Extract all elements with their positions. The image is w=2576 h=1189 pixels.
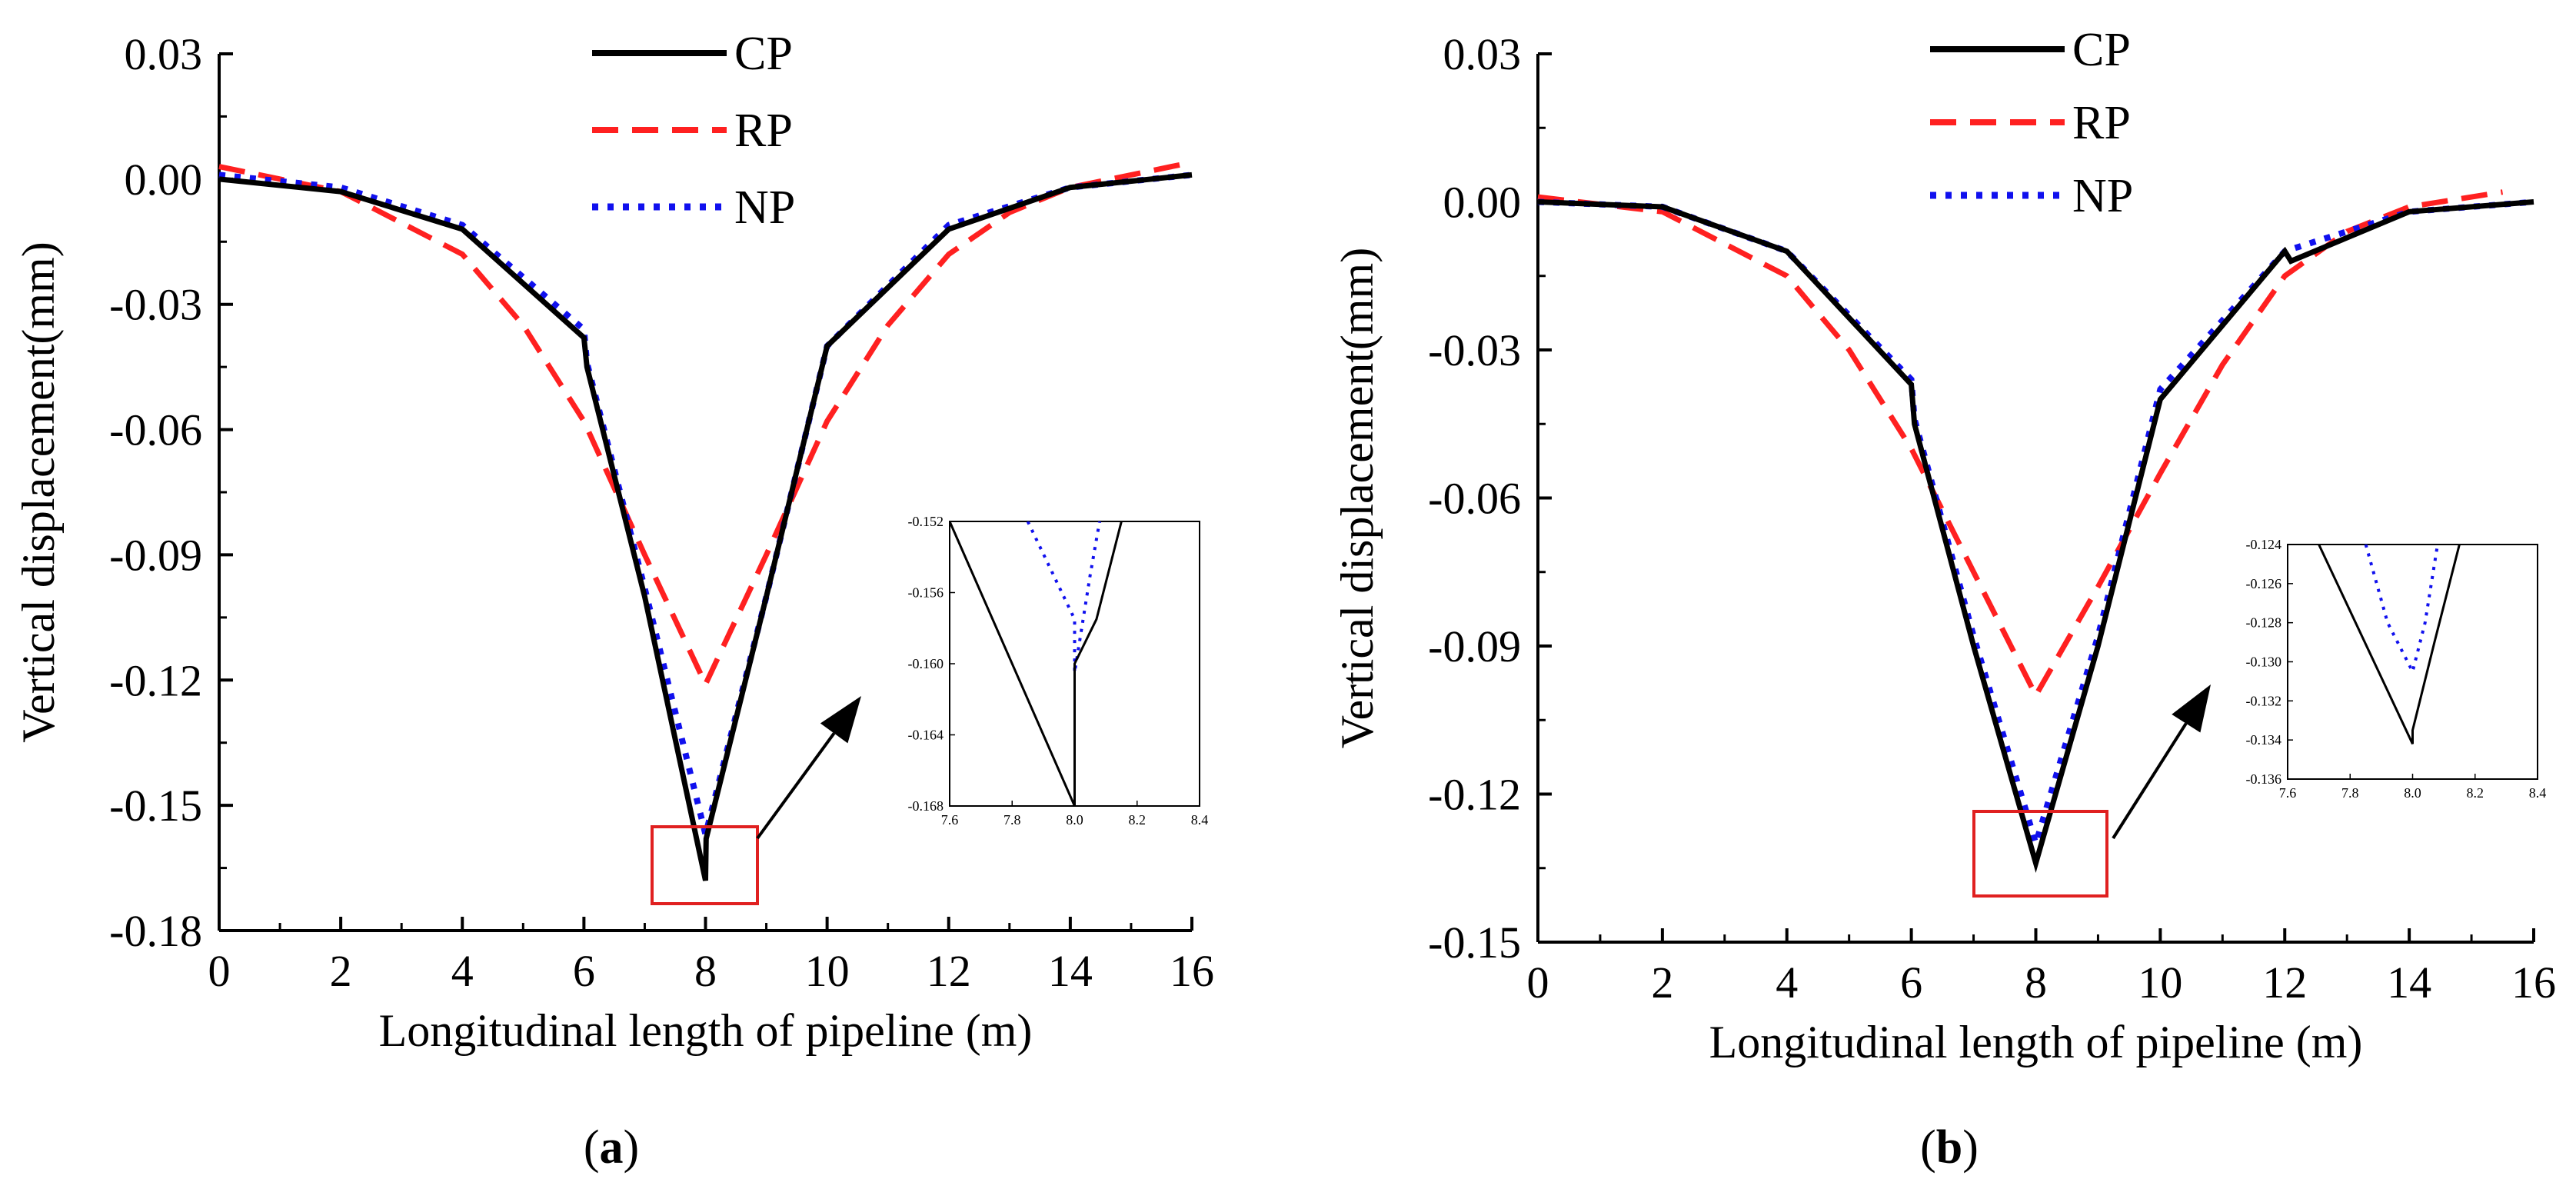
y-tick-label: -0.03 (1428, 325, 1521, 375)
zoom-highlight-box (651, 825, 759, 905)
x-tick-label: 10 (2138, 958, 2182, 1007)
inset-y-tick-label: -0.132 (2246, 693, 2282, 708)
inset-y-tick-label: -0.160 (908, 656, 944, 671)
x-tick-label: 12 (927, 946, 971, 996)
legend-label-np: NP (734, 182, 795, 234)
y-tick-label: -0.09 (109, 530, 202, 580)
inset-y-tick-label: -0.126 (2246, 576, 2282, 591)
y-tick-label: -0.09 (1428, 621, 1521, 671)
inset-y-tick-label: -0.164 (908, 728, 944, 743)
plot-b: 0 2 4 6 8 10 12 14 16 0.03 0.00 -0.03 -0.06 -0.09 -0.1… (1332, 24, 2556, 1067)
zoom-arrow-line (2112, 722, 2188, 840)
x-tick-label: 14 (1048, 946, 1093, 996)
panel-b-caption: (b) (1920, 1121, 1979, 1174)
y-tick-label: -0.18 (109, 906, 202, 956)
y-axis-label: Vertical displacement(mm) (13, 241, 64, 742)
inset-x-tick-label: 8.2 (1129, 812, 1147, 828)
x-tick-label: 0 (1527, 958, 1549, 1007)
x-tick-label: 2 (1651, 958, 1673, 1007)
series-cp-line (218, 172, 1193, 881)
plot-a: 0 2 4 6 8 10 12 14 16 0.03 0.00 -0.03 -0.06 -0.09 -0.1… (13, 28, 1214, 1056)
x-tick-label: 14 (2387, 958, 2431, 1007)
inset-x-tick-label: 7.6 (941, 812, 959, 828)
x-axis-label: Longitudinal length of pipeline (m) (379, 1005, 1033, 1056)
y-tick-label: 0.03 (125, 29, 203, 79)
zoom-highlight-box (1972, 810, 2108, 898)
inset-x-tick-label: 8.0 (2404, 785, 2421, 801)
legend-label-cp: CP (2072, 24, 2131, 76)
y-tick-label: -0.06 (1428, 474, 1521, 524)
zoom-arrow-head (2172, 684, 2211, 733)
legend-label-rp: RP (2072, 97, 2131, 149)
y-tick-label: -0.03 (109, 280, 202, 330)
y-tick-label: 0.00 (125, 155, 203, 205)
y-tick-label: 0.00 (1443, 178, 1522, 228)
y-tick-label: -0.15 (1428, 918, 1521, 968)
inset-y-tick-label: -0.168 (908, 798, 944, 814)
inset-x-tick-label: 8.0 (1066, 812, 1083, 828)
x-tick-label: 6 (573, 946, 595, 996)
inset-x-tick-label: 7.8 (2341, 785, 2359, 801)
panel-b-label: b (1936, 1121, 1962, 1174)
legend-label-cp: CP (734, 28, 793, 80)
x-tick-label: 12 (2262, 958, 2307, 1007)
panel-a-caption: (a) (584, 1121, 639, 1174)
inset-y-tick-label: -0.136 (2246, 771, 2282, 787)
inset-series-cp-line (2318, 545, 2461, 744)
x-tick-label: 16 (1170, 946, 1214, 996)
inset-x-tick-label: 7.6 (2279, 785, 2297, 801)
inset-y-tick-label: -0.134 (2246, 732, 2282, 748)
legend-label-np: NP (2072, 170, 2133, 222)
x-tick-label: 16 (2511, 958, 2556, 1007)
x-axis-label: Longitudinal length of pipeline (m) (1709, 1017, 2363, 1067)
inset-y-tick-label: -0.130 (2246, 654, 2282, 670)
inset-plot: 7.6 7.8 8.0 8.2 8.4 -0.124 -0.126 -0.128 -0.130 -… (2246, 537, 2547, 801)
panel-a-label: a (600, 1121, 624, 1174)
x-tick-label: 4 (1776, 958, 1798, 1007)
x-tick-label: 4 (451, 946, 474, 996)
inset-x-tick-label: 8.4 (1191, 812, 1209, 828)
inset-series-np-line (1026, 521, 1101, 673)
inset-y-tick-label: -0.128 (2246, 615, 2282, 631)
series-cp-line (1537, 199, 2534, 874)
inset-plot: 7.6 7.8 8.0 8.2 8.4 -0.152 -0.156 -0.160 -0.164 -… (908, 514, 1209, 828)
zoom-arrow-line (756, 732, 836, 840)
inset-y-tick-label: -0.156 (908, 585, 944, 601)
y-tick-label: -0.15 (109, 781, 202, 831)
inset-series-np-line (2364, 545, 2439, 676)
inset-y-tick-label: -0.124 (2246, 537, 2282, 552)
inset-series-group (950, 521, 1123, 806)
x-tick-label: 6 (1900, 958, 1922, 1007)
y-tick-label: -0.06 (109, 405, 202, 455)
panel-a: 0 2 4 6 8 10 12 14 16 0.03 0.00 -0.03 -0.06 -0.09 -0.1… (13, 28, 1214, 1174)
x-tick-label: 8 (694, 946, 717, 996)
y-tick-label: -0.12 (1428, 770, 1521, 820)
inset-x-tick-label: 8.4 (2529, 785, 2547, 801)
y-tick-label: 0.03 (1443, 29, 1522, 79)
panel-b: 0 2 4 6 8 10 12 14 16 0.03 0.00 -0.03 -0.06 -0.09 -0.1… (1332, 24, 2556, 1174)
y-axis-label: Vertical displacement(mm) (1332, 248, 1383, 748)
x-tick-label: 2 (330, 946, 352, 996)
inset-series-cp-line (950, 521, 1123, 806)
x-tick-label: 0 (208, 946, 231, 996)
y-tick-label: -0.12 (109, 655, 202, 705)
series-rp-line (1537, 189, 2504, 701)
inset-series-group (2318, 545, 2461, 744)
legend-label-rp: RP (734, 105, 793, 157)
series-np-line (218, 172, 1193, 836)
inset-x-tick-label: 7.8 (1003, 812, 1021, 828)
zoom-arrow-head (820, 696, 861, 744)
x-tick-label: 10 (805, 946, 850, 996)
inset-x-tick-label: 8.2 (2467, 785, 2484, 801)
x-tick-label: 8 (2025, 958, 2047, 1007)
inset-y-tick-label: -0.152 (908, 514, 944, 529)
